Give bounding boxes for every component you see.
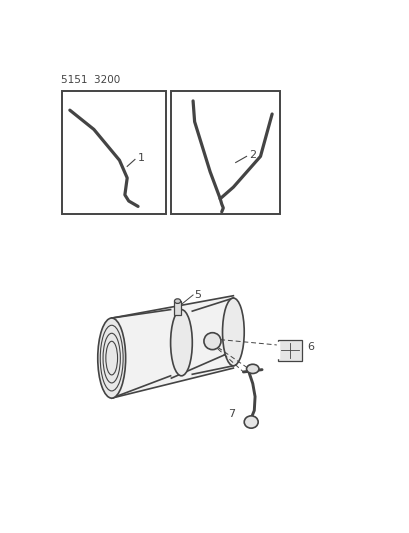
Text: 7: 7 <box>227 408 234 418</box>
Ellipse shape <box>222 298 244 366</box>
Text: 5151  3200: 5151 3200 <box>61 75 119 85</box>
Ellipse shape <box>97 318 125 398</box>
Text: 5: 5 <box>194 290 201 300</box>
Ellipse shape <box>244 416 258 428</box>
Bar <box>174 301 180 315</box>
Bar <box>171 91 279 214</box>
Ellipse shape <box>174 299 180 303</box>
Text: 6: 6 <box>306 342 313 352</box>
Text: 2: 2 <box>248 150 255 160</box>
Ellipse shape <box>203 333 220 350</box>
Text: 1: 1 <box>138 153 145 163</box>
Ellipse shape <box>246 364 258 374</box>
Polygon shape <box>111 296 233 398</box>
Ellipse shape <box>170 310 192 376</box>
Bar <box>277 340 301 361</box>
Bar <box>62 91 166 214</box>
